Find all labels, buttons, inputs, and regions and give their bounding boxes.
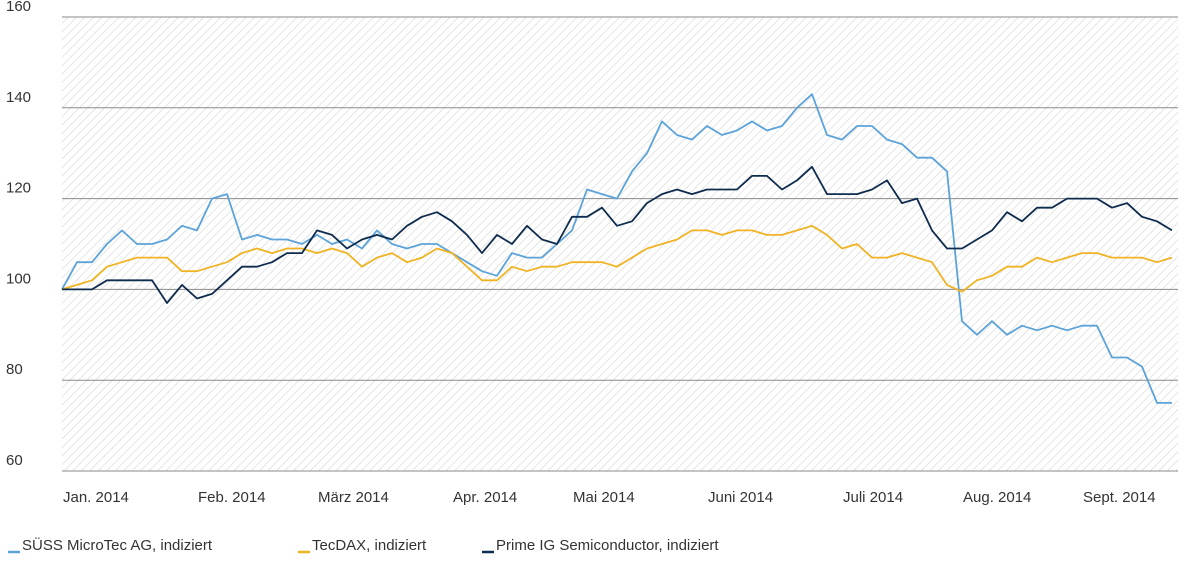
legend-label: TecDAX, indiziert [312,537,427,554]
x-tick-label: Juli 2014 [843,489,903,506]
series-line [62,165,1173,304]
x-tick-label: Apr. 2014 [453,489,517,506]
x-tick-label: Mai 2014 [573,489,635,506]
plot-background [62,17,1178,471]
y-tick-label: 160 [6,0,31,15]
series-line [61,224,1173,293]
x-tick-label: Jan. 2014 [63,489,129,506]
x-tick-label: Feb. 2014 [198,489,266,506]
y-tick-label: 140 [6,89,31,106]
x-tick-label: Aug. 2014 [963,489,1031,506]
y-tick-label: 80 [6,361,23,378]
y-tick-label: 60 [6,452,23,469]
legend-label: SÜSS MicroTec AG, indiziert [22,536,213,554]
x-tick-label: Sept. 2014 [1083,489,1156,506]
x-tick-label: März 2014 [318,489,389,506]
y-tick-label: 100 [6,270,31,287]
series-line [61,93,1172,404]
y-tick-label: 120 [6,180,31,197]
legend-label: Prime IG Semiconductor, indiziert [496,537,719,554]
x-tick-label: Juni 2014 [708,489,773,506]
